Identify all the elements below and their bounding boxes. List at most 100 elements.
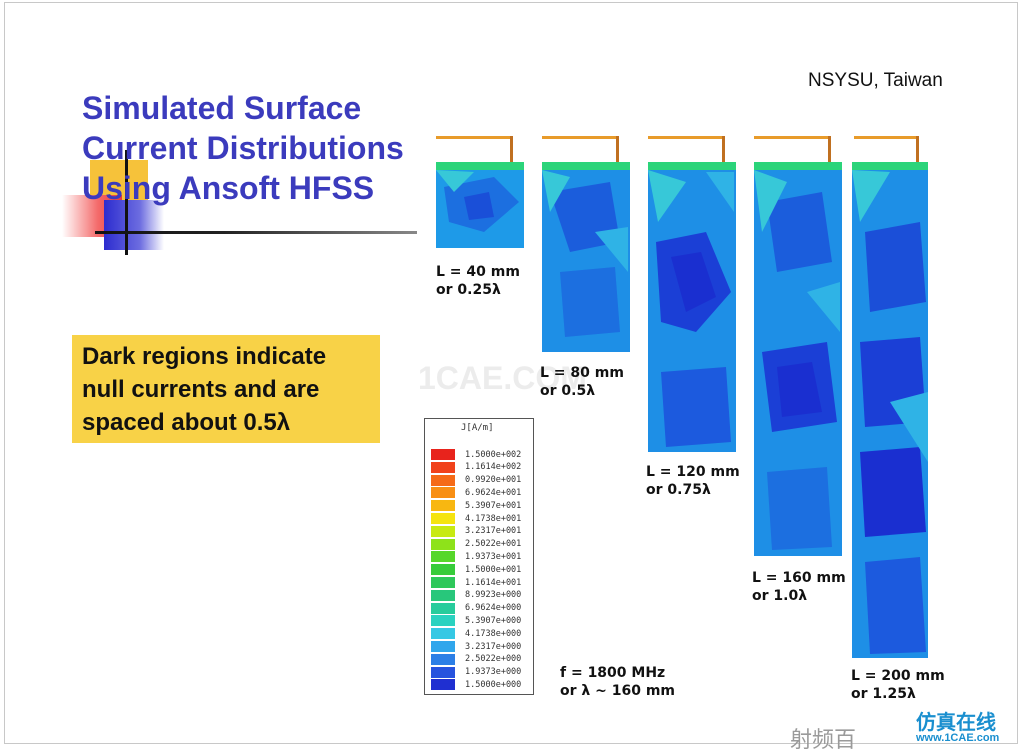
legend-swatch <box>431 487 455 499</box>
title-line-1: Simulated Surface <box>82 90 362 126</box>
label-40mm-length: L = 40 mm <box>436 264 520 280</box>
label-200mm-wavelength: or 1.25λ <box>851 686 916 702</box>
legend-row: 1.9373e+000 <box>431 666 522 678</box>
legend-row: 1.5000e+001 <box>431 564 522 576</box>
legend-value: 4.1738e+001 <box>465 513 522 524</box>
legend-row: 3.2317e+001 <box>431 525 522 537</box>
legend-row: 6.9624e+001 <box>431 487 522 499</box>
label-80mm: L = 80 mm or 0.5λ <box>540 364 624 400</box>
legend-row: 6.9624e+000 <box>431 602 522 614</box>
current-distribution-40mm <box>436 136 524 248</box>
legend-value: 3.2317e+000 <box>465 641 522 652</box>
legend-swatch <box>431 564 455 576</box>
legend-swatch <box>431 615 455 627</box>
legend-swatch <box>431 653 455 665</box>
wavelength-value: or λ ~ 160 mm <box>560 683 676 699</box>
legend-row: 1.1614e+001 <box>431 577 521 588</box>
legend-row: 1.5000e+002 <box>431 449 521 460</box>
legend-value: 1.1614e+002 <box>465 462 522 473</box>
frequency-note: f = 1800 MHz or λ ~ 160 mm <box>560 664 675 700</box>
legend-value: 5.3907e+000 <box>465 615 522 626</box>
label-40mm: L = 40 mm or 0.25λ <box>436 263 520 299</box>
legend-value: 1.9373e+001 <box>465 551 522 562</box>
legend-swatch <box>431 666 455 678</box>
legend-value: 2.5022e+001 <box>465 539 522 550</box>
legend-swatch <box>431 474 455 486</box>
affiliation: NSYSU, Taiwan <box>808 70 943 91</box>
label-120mm: L = 120 mm or 0.75λ <box>646 463 740 499</box>
legend-row: 5.3907e+001 <box>431 500 522 512</box>
legend-value: 3.2317e+001 <box>465 526 522 537</box>
legend-swatch <box>431 538 455 550</box>
legend-value: 1.5000e+001 <box>465 564 522 575</box>
title-decoration-vertical-line <box>125 150 128 255</box>
legend-swatch <box>431 551 455 563</box>
legend-row: 3.2317e+000 <box>431 641 521 652</box>
legend-row: 8.9923e+000 <box>431 589 522 601</box>
label-200mm: L = 200 mm or 1.25λ <box>851 667 945 703</box>
label-80mm-wavelength: or 0.5λ <box>540 383 596 399</box>
label-200mm-length: L = 200 mm <box>851 668 945 684</box>
title-decoration-horizontal-line <box>95 231 417 234</box>
legend-value: 2.5022e+000 <box>465 654 522 665</box>
footer-source-text: 射频百 <box>790 727 857 752</box>
legend-value: 0.9920e+001 <box>465 475 522 486</box>
legend-row: 1.1614e+002 <box>431 461 522 473</box>
slide-title: Simulated Surface Current Distributions … <box>82 88 404 208</box>
legend-value: 1.5000e+002 <box>465 449 522 460</box>
legend-swatch <box>431 500 455 512</box>
note-line-2: null currents and are <box>82 376 320 403</box>
legend-swatch <box>431 461 455 473</box>
legend-value: 1.9373e+000 <box>465 667 522 678</box>
label-160mm-wavelength: or 1.0λ <box>752 588 808 604</box>
legend-row: 4.1738e+001 <box>431 513 521 524</box>
note-line-3: spaced about 0.5λ <box>82 409 291 436</box>
label-120mm-wavelength: or 0.75λ <box>646 482 711 498</box>
legend-value: 5.3907e+001 <box>465 500 522 511</box>
label-160mm: L = 160 mm or 1.0λ <box>752 569 846 605</box>
note-line-1: Dark regions indicate <box>82 343 327 370</box>
title-line-2: Current Distributions <box>82 130 404 166</box>
legend-value: 8.9923e+000 <box>465 590 522 601</box>
footer-url: www.1CAE.com <box>916 732 1000 744</box>
slide-frame <box>4 2 1018 744</box>
legend-swatch <box>431 641 455 652</box>
title-line-3: Using Ansoft HFSS <box>82 170 375 206</box>
legend-row: 0.9920e+001 <box>431 474 522 486</box>
legend-swatch <box>431 589 455 601</box>
label-120mm-length: L = 120 mm <box>646 464 740 480</box>
legend-value: 1.1614e+001 <box>465 577 522 588</box>
legend-row: 2.5022e+000 <box>431 653 522 665</box>
note-box <box>72 335 380 443</box>
watermark: 1CAE.COM <box>418 360 587 396</box>
title-decoration-blue-block <box>104 200 164 250</box>
legend-swatch <box>431 449 455 460</box>
footer-brand: 仿真在线 <box>916 712 996 734</box>
current-distribution-80mm <box>542 136 630 352</box>
legend-value: 6.9624e+000 <box>465 603 522 614</box>
legend-swatch <box>431 679 455 691</box>
frequency-value: f = 1800 MHz <box>560 665 666 681</box>
legend-row: 1.9373e+001 <box>431 551 522 563</box>
current-distribution-160mm <box>754 136 842 556</box>
legend-value: 4.1738e+000 <box>465 628 522 639</box>
legend-value: 1.5000e+000 <box>465 679 522 690</box>
label-80mm-length: L = 80 mm <box>540 365 624 381</box>
legend-swatch <box>431 513 455 524</box>
legend-swatch <box>431 525 455 537</box>
legend-value: 6.9624e+001 <box>465 487 522 498</box>
legend-row: 4.1738e+000 <box>431 628 522 640</box>
current-distribution-200mm <box>852 136 928 658</box>
legend-row: 2.5022e+001 <box>431 538 522 550</box>
note-text: Dark regions indicate null currents and … <box>82 340 326 439</box>
legend-swatch <box>431 602 455 614</box>
label-160mm-length: L = 160 mm <box>752 570 846 586</box>
legend-row: 1.5000e+000 <box>431 679 522 691</box>
label-40mm-wavelength: or 0.25λ <box>436 282 501 298</box>
legend-swatch <box>431 628 455 640</box>
legend-swatch <box>431 577 455 588</box>
current-distribution-120mm <box>648 136 736 452</box>
legend-row: 5.3907e+000 <box>431 615 522 627</box>
color-legend: J[A/m] 1.5000e+002 1.1614e+002 0.9920e+001… <box>424 418 534 695</box>
legend-unit: J[A/m] <box>461 423 494 433</box>
